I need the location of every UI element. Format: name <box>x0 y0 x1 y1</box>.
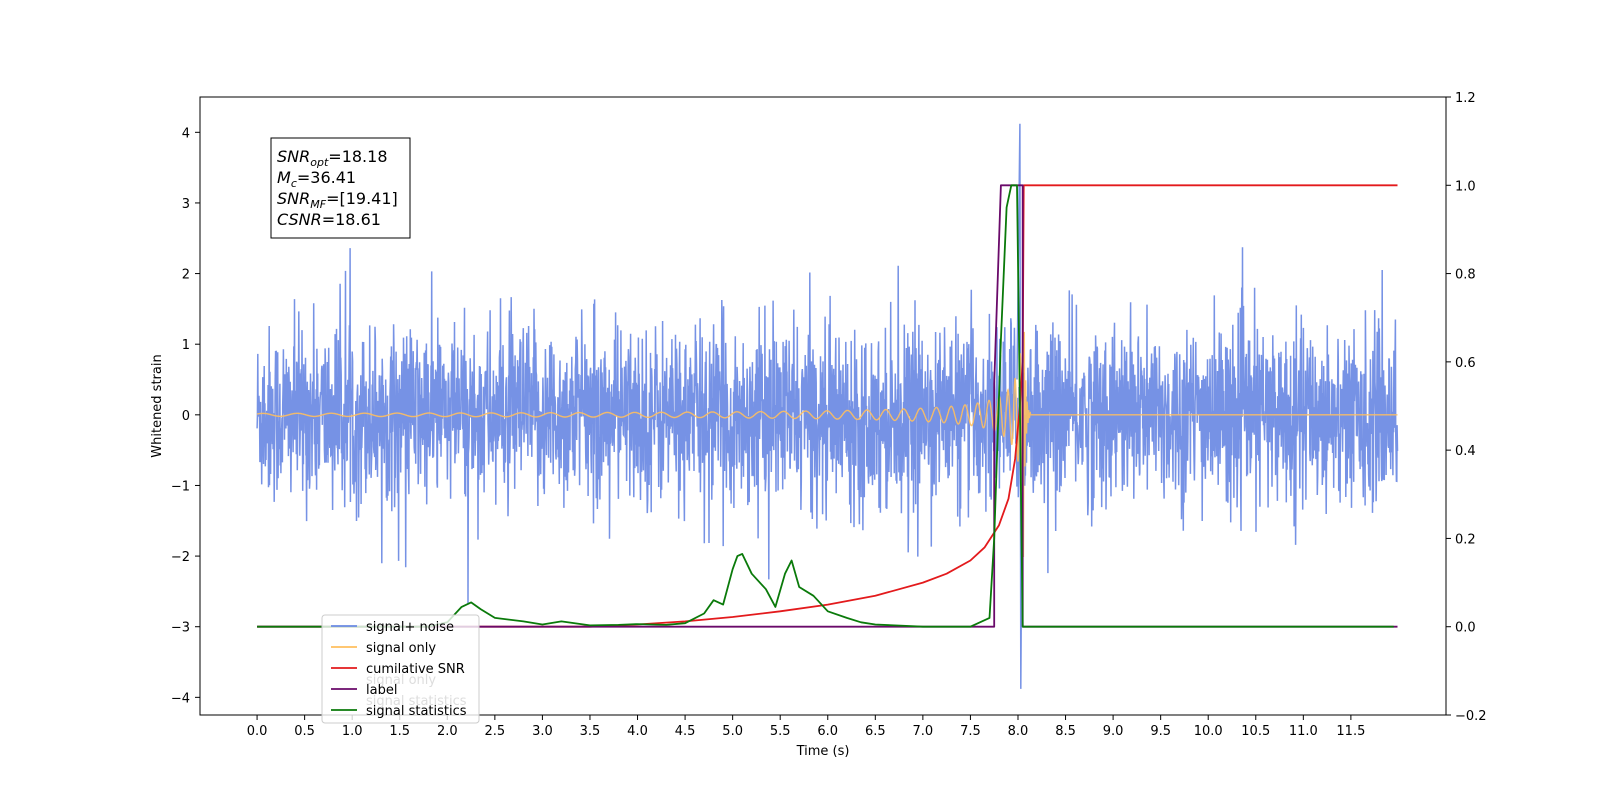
annotation-line: SNRopt=18.18 <box>277 147 388 169</box>
y2-tick-label: 0.6 <box>1455 356 1476 371</box>
x-tick-label: 1.0 <box>342 724 363 739</box>
legend-label: signal only <box>366 641 436 656</box>
y-tick-label: −3 <box>171 621 190 636</box>
y-tick-label: −2 <box>171 550 190 565</box>
y-axis-label: Whitened strain <box>150 354 165 457</box>
x-tick-label: 8.0 <box>1008 724 1029 739</box>
y2-tick-label: −0.2 <box>1455 709 1487 724</box>
x-tick-label: 3.5 <box>580 724 601 739</box>
x-tick-label: 5.0 <box>722 724 743 739</box>
x-tick-label: 0.5 <box>294 724 315 739</box>
x-tick-label: 2.5 <box>485 724 506 739</box>
x-tick-label: 7.5 <box>960 724 981 739</box>
annotation-box: SNRopt=18.18Mc=36.41SNRMF=[19.41]CSNR=18… <box>270 137 411 239</box>
x-tick-label: 2.0 <box>437 724 458 739</box>
y2-tick-label: 0.0 <box>1455 621 1476 636</box>
x-tick-label: 9.5 <box>1150 724 1171 739</box>
axes-frame <box>199 96 1447 716</box>
y2-tick-label: 1.2 <box>1455 91 1476 106</box>
annotation-frame <box>270 137 411 239</box>
y2-tick-label: 0.8 <box>1455 268 1476 283</box>
x-tick-label: 10.0 <box>1194 724 1223 739</box>
series-signal-statistics <box>257 184 1394 628</box>
y2-tick-label: 0.2 <box>1455 532 1476 547</box>
y2-tick-label: 0.4 <box>1455 444 1476 459</box>
legend-ghost-label: signal only <box>366 673 436 688</box>
y-tick-label: −4 <box>171 691 190 706</box>
x-tick-label: 6.0 <box>817 724 838 739</box>
axes: 0.0 0.5 1.0 1.5 2.0 2.5 3.0 3.5 4.0 4.5 5.0 5.5 6.0 6… <box>171 91 1487 739</box>
legend-label: signal+ noise <box>366 620 454 635</box>
x-axis-label: Time (s) <box>796 744 850 759</box>
legend-ghost-label: signal statistics <box>366 694 467 709</box>
y-tick-label: 1 <box>182 338 190 353</box>
legend-label: signal statistics <box>366 704 467 719</box>
annotation-line: CSNR=18.61 <box>277 210 381 229</box>
y-tick-label: 2 <box>182 268 190 283</box>
x-tick-label: 10.5 <box>1241 724 1270 739</box>
x-tick-label: 11.5 <box>1336 724 1365 739</box>
x-tick-label: 4.5 <box>675 724 696 739</box>
annotation-line: Mc=36.41 <box>277 168 356 190</box>
y-tick-label: −1 <box>171 479 190 494</box>
y2-tick-label: 1.0 <box>1455 179 1476 194</box>
x-tick-label: 7.0 <box>913 724 934 739</box>
x-tick-label: 11.0 <box>1289 724 1318 739</box>
legend: signal only signal statistics signal+ nois… <box>321 614 480 724</box>
x-tick-label: 4.0 <box>627 724 648 739</box>
x-tick-label: 0.0 <box>247 724 268 739</box>
x-tick-label: 1.5 <box>389 724 410 739</box>
y-tick-label: 3 <box>182 197 190 212</box>
plot-area <box>256 123 1399 689</box>
x-tick-label: 8.5 <box>1055 724 1076 739</box>
y-tick-label: 0 <box>182 409 190 424</box>
legend-label: label <box>366 683 397 698</box>
x-tick-label: 3.0 <box>532 724 553 739</box>
legend-frame <box>321 614 480 724</box>
annotation-line: SNRMF=[19.41] <box>277 189 398 211</box>
x-tick-label: 9.0 <box>1103 724 1124 739</box>
series-signal-only <box>256 232 1398 558</box>
legend-label: cumilative SNR <box>366 662 465 677</box>
x-tick-label: 5.5 <box>770 724 791 739</box>
y-tick-label: 4 <box>182 126 190 141</box>
x-tick-label: 6.5 <box>865 724 886 739</box>
